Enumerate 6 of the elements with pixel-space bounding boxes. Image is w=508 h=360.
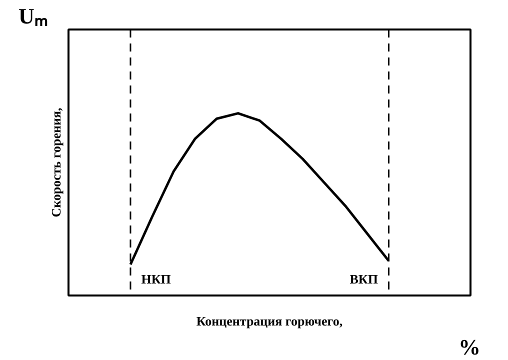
- annotation: ВКП: [350, 271, 378, 286]
- annotation: НКП: [141, 271, 171, 286]
- x-axis-title: Концентрация горючего,: [196, 314, 343, 328]
- text: %: [458, 334, 480, 360]
- y-axis-title: Скорость горения,: [48, 108, 64, 218]
- text: Uₘ: [18, 4, 48, 28]
